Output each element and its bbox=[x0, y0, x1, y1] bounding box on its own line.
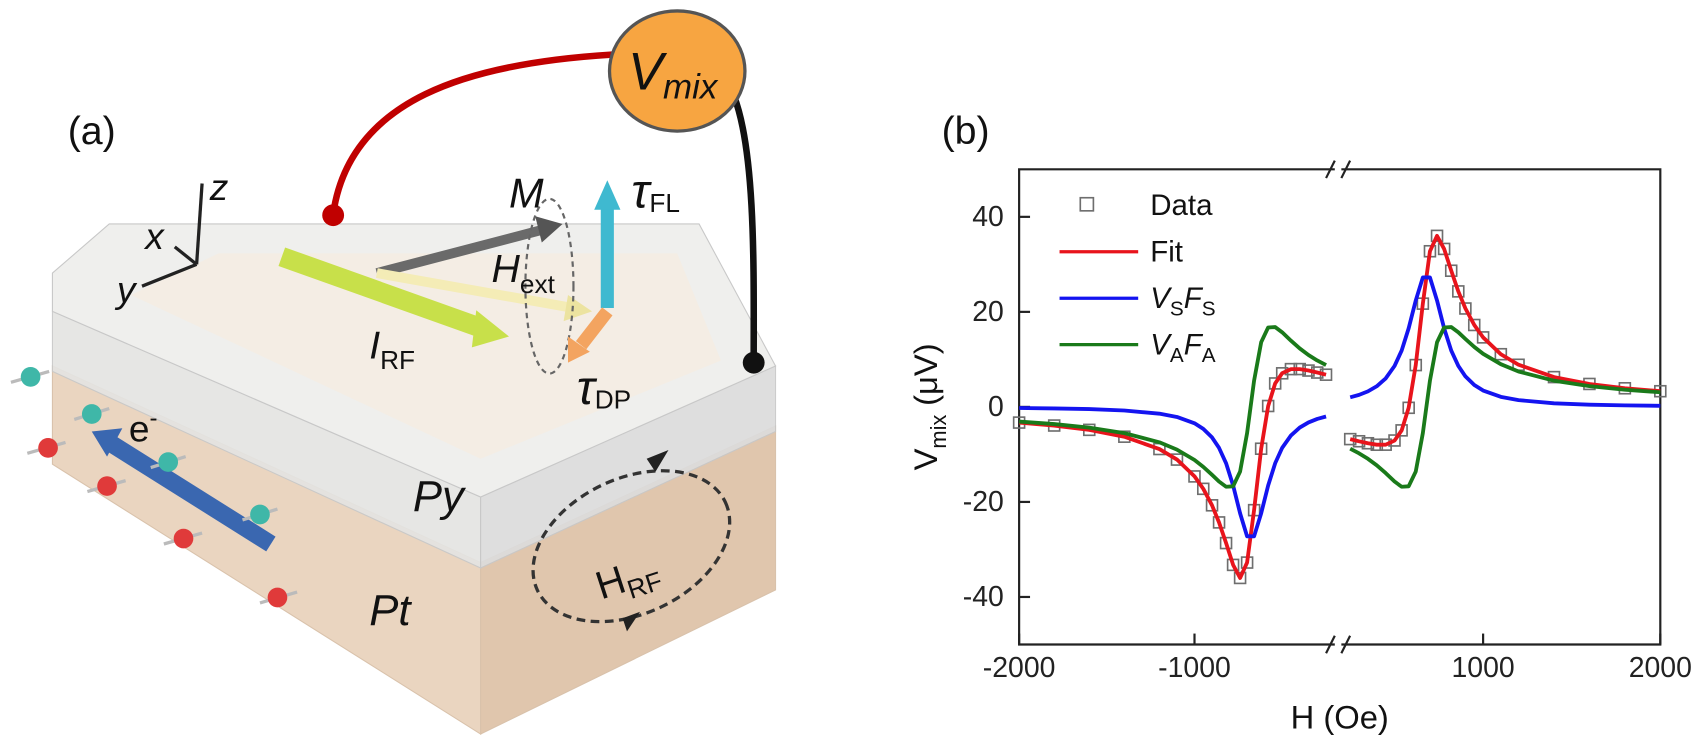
legend-label: VSFS bbox=[1150, 282, 1215, 321]
data-point bbox=[1494, 347, 1508, 361]
legend-label: Fit bbox=[1150, 236, 1183, 269]
tau-fl-label: τFL bbox=[631, 165, 680, 219]
legend-label: Data bbox=[1150, 189, 1213, 222]
y-axis-label-main: V bbox=[907, 448, 944, 470]
x-label: x bbox=[143, 215, 165, 257]
y-axis-label-unit: (μV) bbox=[907, 343, 944, 406]
x-tick-label: -2000 bbox=[983, 652, 1056, 684]
black-wire bbox=[730, 94, 758, 361]
data-point bbox=[1275, 367, 1289, 380]
m-arrow bbox=[375, 224, 546, 278]
tau-fl-arrow-head bbox=[594, 180, 621, 210]
data-point bbox=[1188, 470, 1201, 483]
tau-dp-label: τDP bbox=[577, 361, 631, 415]
h-rf-loop-head bbox=[622, 611, 641, 632]
electron-arrow bbox=[104, 435, 276, 552]
y-axis-label-sub: mix bbox=[926, 415, 951, 449]
data-point bbox=[1430, 229, 1444, 243]
series-line bbox=[1018, 367, 1327, 580]
h-rf-loop-head bbox=[646, 450, 669, 472]
current-arrow-head bbox=[471, 310, 510, 348]
i-rf-label: IRF bbox=[369, 323, 415, 375]
electron-label: e- bbox=[129, 405, 158, 449]
m-arrow-head bbox=[535, 216, 563, 243]
data-point bbox=[1205, 499, 1219, 512]
h-rf-loop bbox=[531, 469, 732, 624]
data-point bbox=[1170, 453, 1184, 466]
hext-arrow bbox=[375, 268, 575, 313]
legend-marker bbox=[1079, 196, 1095, 212]
data-point bbox=[1459, 302, 1472, 315]
axis-break bbox=[1325, 635, 1336, 654]
y-tick-label: -40 bbox=[963, 581, 1004, 613]
y-label: y bbox=[114, 269, 138, 311]
data-point bbox=[1476, 331, 1490, 344]
py-label: Py bbox=[413, 472, 467, 521]
series-line bbox=[1349, 233, 1661, 447]
electron-arrow-head bbox=[91, 428, 123, 457]
data-point bbox=[1467, 318, 1481, 332]
series-line bbox=[1349, 275, 1661, 408]
current-arrow bbox=[278, 247, 484, 337]
diagram: Vmix z x y M τFL Hext IRF τDP bbox=[10, 9, 777, 736]
data-point bbox=[1196, 482, 1210, 496]
axis-break bbox=[1340, 635, 1352, 654]
spins bbox=[10, 367, 298, 608]
data-point bbox=[1388, 434, 1401, 447]
red-wire bbox=[329, 51, 612, 215]
x-tick-label: -1000 bbox=[1158, 652, 1231, 684]
black-contact bbox=[742, 351, 765, 374]
x-tick-label: 1000 bbox=[1452, 652, 1515, 684]
precession-orbit bbox=[524, 197, 575, 375]
m-label: M bbox=[509, 170, 544, 217]
y-tick-label: 40 bbox=[972, 201, 1004, 233]
axis-break bbox=[1340, 160, 1352, 179]
axis-break bbox=[1325, 160, 1336, 179]
axes-triad bbox=[141, 183, 204, 288]
series-line bbox=[1349, 325, 1661, 489]
h-ext-label: Hext bbox=[492, 247, 556, 299]
axis-frame bbox=[1018, 168, 1662, 646]
tau-dp-arrow-head bbox=[568, 336, 590, 363]
panel-label: (a) bbox=[68, 109, 116, 153]
series-line bbox=[1018, 325, 1327, 489]
hext-arrow-head bbox=[563, 294, 593, 322]
data-point bbox=[1233, 571, 1247, 585]
v-mix-label: Vmix bbox=[628, 44, 719, 107]
series-line bbox=[1019, 406, 1327, 539]
tau-dp-arrow bbox=[575, 307, 613, 350]
y-tick-label: -20 bbox=[963, 486, 1004, 518]
x-tick-label: 2000 bbox=[1629, 652, 1692, 684]
pt-label: Pt bbox=[369, 586, 412, 635]
y-axis-label: Vmix (μV) bbox=[907, 343, 951, 470]
y-tick-label: 20 bbox=[972, 296, 1004, 328]
y-tick-label: 0 bbox=[988, 391, 1004, 423]
x-axis-label: H (Oe) bbox=[1291, 699, 1389, 736]
z-label: z bbox=[209, 166, 229, 208]
red-contact bbox=[322, 204, 345, 227]
legend-label: VAFA bbox=[1150, 328, 1216, 367]
chart: -40 -20 0 20 40 -2000 -1000 1000 2000 H (Oe) Vmix (… bbox=[907, 109, 1692, 735]
voltmeter bbox=[607, 9, 747, 133]
panel-label: (b) bbox=[942, 109, 990, 153]
